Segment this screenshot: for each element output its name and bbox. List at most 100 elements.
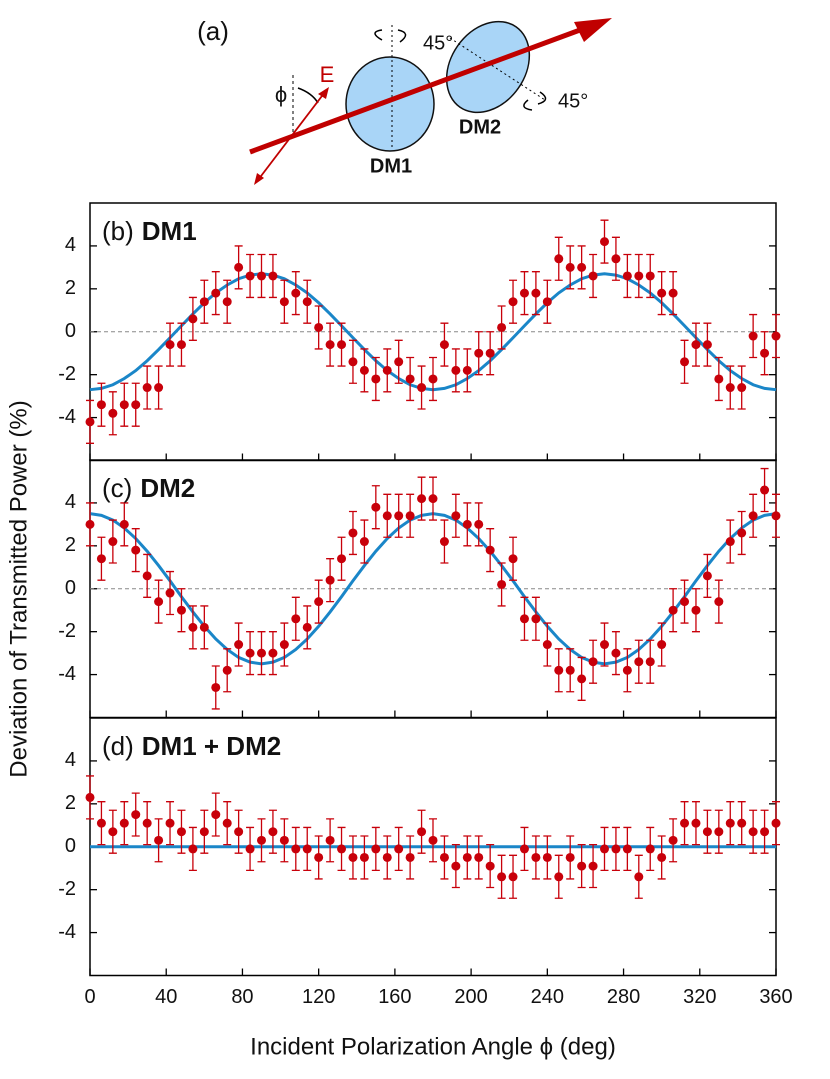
panel-label: (b) DM1 bbox=[102, 216, 197, 246]
x-tick-label: 0 bbox=[84, 986, 95, 1008]
x-tick-label: 360 bbox=[759, 986, 792, 1008]
data-point bbox=[96, 554, 106, 564]
data-point bbox=[611, 648, 621, 658]
data-point bbox=[165, 340, 175, 350]
data-point bbox=[439, 537, 449, 547]
y-tick-label: 4 bbox=[65, 491, 76, 513]
y-tick-label: 2 bbox=[65, 534, 76, 556]
data-point bbox=[131, 545, 141, 555]
data-point bbox=[680, 597, 690, 607]
data-point bbox=[371, 844, 381, 854]
data-point bbox=[702, 827, 712, 837]
data-point bbox=[622, 665, 632, 675]
data-point bbox=[257, 271, 266, 281]
data-point bbox=[291, 844, 301, 854]
y-tick-label: 0 bbox=[65, 320, 76, 342]
data-point bbox=[760, 485, 770, 495]
data-point bbox=[485, 348, 495, 358]
data-point bbox=[588, 861, 598, 871]
data-point bbox=[359, 852, 369, 862]
data-point bbox=[142, 383, 152, 393]
data-point bbox=[519, 288, 529, 298]
data-point bbox=[85, 519, 95, 529]
data-point bbox=[588, 271, 598, 281]
data-point bbox=[600, 640, 609, 650]
data-point bbox=[165, 818, 175, 828]
data-point bbox=[417, 827, 427, 837]
data-point bbox=[291, 288, 301, 298]
data-point bbox=[474, 348, 484, 358]
data-point bbox=[268, 648, 278, 658]
data-point bbox=[657, 852, 667, 862]
y-tick-label: -4 bbox=[58, 406, 76, 428]
data-point bbox=[462, 852, 472, 862]
data-point bbox=[611, 844, 621, 854]
data-point bbox=[748, 511, 758, 521]
data-point bbox=[188, 844, 198, 854]
x-tick-label: 280 bbox=[607, 986, 640, 1008]
data-point bbox=[725, 537, 735, 547]
panel-title: DM1 bbox=[142, 216, 197, 246]
data-point bbox=[737, 818, 747, 828]
rot-arrow bbox=[523, 91, 547, 111]
data-point bbox=[611, 254, 621, 264]
y-tick-label: 4 bbox=[65, 749, 76, 771]
data-point bbox=[531, 288, 541, 298]
data-point bbox=[199, 827, 209, 837]
data-point bbox=[714, 827, 724, 837]
data-point bbox=[222, 665, 232, 675]
data-point bbox=[382, 511, 392, 521]
data-point bbox=[279, 297, 289, 307]
data-point bbox=[222, 818, 232, 828]
data-point bbox=[302, 622, 312, 632]
data-point bbox=[519, 844, 529, 854]
field-label: E bbox=[320, 62, 335, 87]
data-point bbox=[531, 852, 541, 862]
data-point bbox=[85, 417, 95, 427]
data-point bbox=[565, 852, 575, 862]
data-point bbox=[474, 519, 484, 529]
dm2-disk bbox=[445, 20, 531, 114]
data-point bbox=[428, 374, 438, 384]
data-point bbox=[211, 288, 221, 298]
data-point bbox=[702, 571, 712, 581]
data-point bbox=[748, 331, 758, 341]
e-head bbox=[254, 173, 264, 185]
data-point bbox=[199, 297, 209, 307]
data-point bbox=[691, 818, 701, 828]
data-point bbox=[691, 340, 701, 350]
data-point bbox=[348, 528, 358, 538]
data-point bbox=[302, 844, 312, 854]
data-point bbox=[268, 827, 278, 837]
data-point bbox=[211, 810, 221, 820]
data-point bbox=[680, 357, 690, 367]
dm1-label: DM1 bbox=[370, 155, 412, 177]
data-point bbox=[519, 614, 529, 624]
data-point bbox=[748, 827, 758, 837]
data-point bbox=[542, 297, 552, 307]
data-point bbox=[485, 545, 495, 555]
data-point bbox=[325, 340, 335, 350]
data-point bbox=[108, 408, 118, 418]
data-point bbox=[142, 571, 152, 581]
data-point bbox=[176, 340, 186, 350]
x-tick-label: 80 bbox=[231, 986, 253, 1008]
data-point bbox=[497, 579, 507, 589]
data-point bbox=[691, 605, 701, 615]
data-point bbox=[96, 818, 106, 828]
data-point bbox=[634, 271, 644, 281]
data-point bbox=[85, 792, 95, 802]
rotation-label: 45° bbox=[423, 32, 453, 54]
data-point bbox=[542, 640, 552, 650]
data-point bbox=[645, 844, 655, 854]
data-point bbox=[394, 511, 404, 521]
panel-label: (a) bbox=[197, 16, 229, 46]
data-point bbox=[542, 852, 552, 862]
data-point bbox=[348, 357, 358, 367]
data-point bbox=[451, 861, 461, 871]
data-point bbox=[725, 383, 735, 393]
data-point bbox=[508, 872, 518, 882]
data-point bbox=[234, 640, 244, 650]
data-point bbox=[485, 861, 495, 871]
data-point bbox=[371, 502, 381, 512]
